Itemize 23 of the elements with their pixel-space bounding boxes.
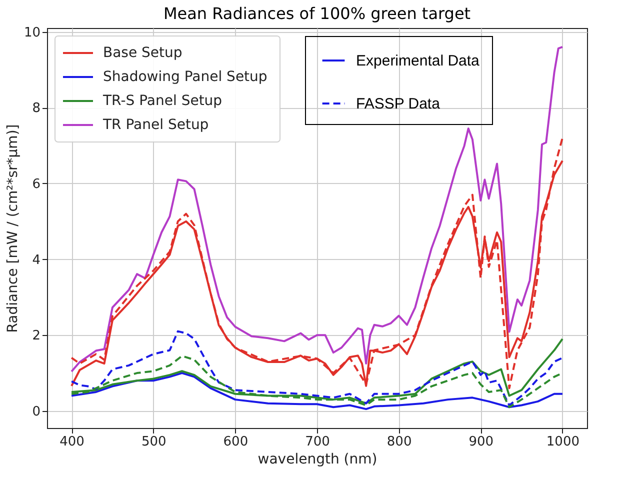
legend-label: Base Setup (103, 45, 182, 61)
y-tick-label: 8 (32, 101, 40, 116)
y-tick-label: 10 (24, 25, 40, 40)
x-tick-label: 900 (468, 434, 494, 450)
annotation: FASSP Data (356, 96, 441, 112)
y-axis-title: Radiance [mW / (cm²*sr*µm)] (4, 124, 21, 333)
annotation: Experimental Data (356, 52, 480, 70)
x-tick-label: 500 (141, 434, 166, 450)
y-tick-label: 2 (32, 328, 40, 344)
legend-label: TR-S Panel Setup (102, 93, 222, 109)
x-tick-label: 400 (60, 434, 84, 450)
chart-title: Mean Radiances of 100% green target (163, 4, 471, 23)
x-axis-title: wavelength (nm) (258, 452, 378, 468)
x-tick-label: 800 (386, 434, 412, 450)
legend-label: TR Panel Setup (102, 117, 209, 133)
x-tick-label: 600 (223, 434, 248, 450)
y-tick-label: 6 (32, 176, 40, 192)
y-tick-label: 0 (32, 404, 40, 420)
legend-label: Shadowing Panel Setup (103, 69, 268, 85)
x-tick-label: 700 (305, 434, 330, 450)
y-tick-label: 4 (32, 252, 40, 268)
x-tick-label: 1000 (546, 434, 580, 450)
line-series (70, 46, 564, 373)
